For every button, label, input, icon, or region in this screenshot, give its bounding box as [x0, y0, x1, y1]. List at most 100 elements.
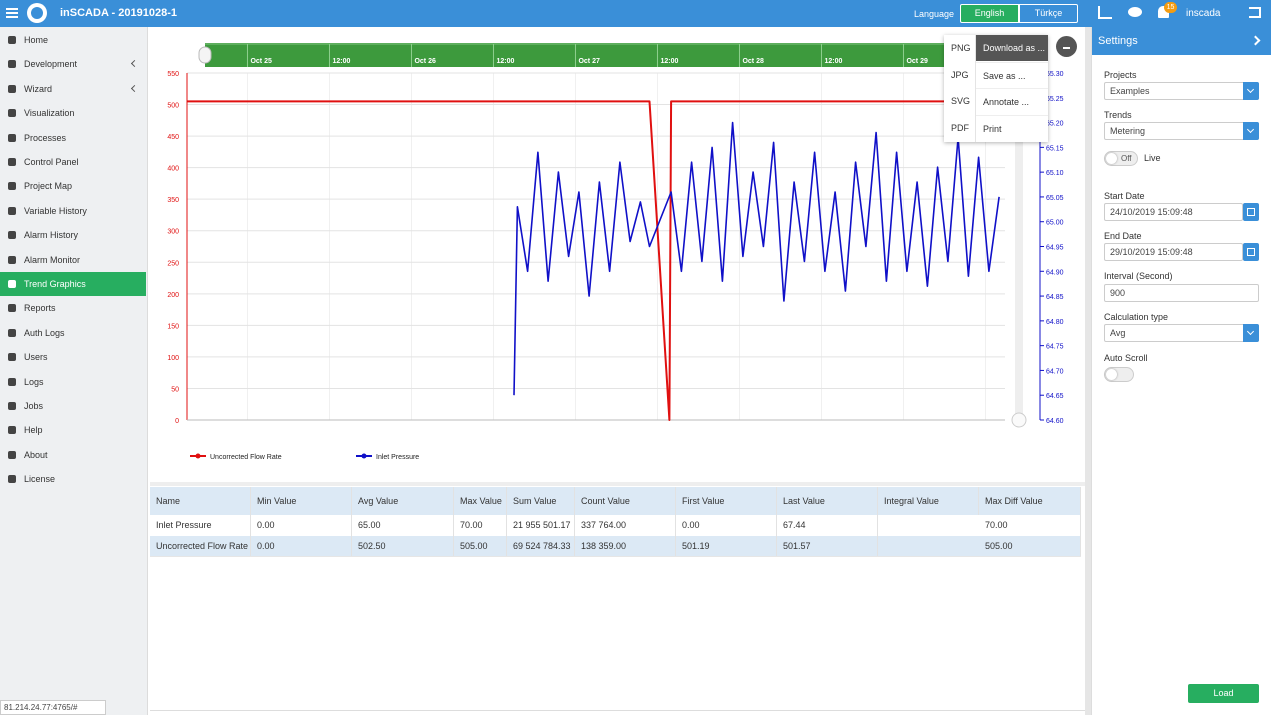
menu-icon	[8, 60, 16, 69]
date-input[interactable]: 29/10/2019 15:09:48	[1104, 243, 1243, 261]
menu-label: Help	[24, 425, 43, 436]
y2-tick-label: 65.25	[1046, 96, 1064, 103]
column-header[interactable]: First Value	[676, 487, 777, 515]
menu-label: Home	[24, 35, 49, 45]
logout-icon[interactable]	[1249, 7, 1261, 18]
series-line	[513, 121, 1000, 396]
export-action[interactable]: Annotate ...	[976, 88, 1048, 114]
menu-label: Variable History	[24, 205, 87, 216]
brand: inSCADA - 20191028-1	[60, 7, 177, 19]
column-header[interactable]: Max Diff Value	[979, 487, 1081, 515]
y2-tick-label: 64.65	[1046, 393, 1064, 400]
menu-item[interactable]: Project Map	[0, 174, 146, 198]
legend-marker	[361, 453, 367, 459]
calendar-button[interactable]	[1243, 203, 1259, 221]
menu-item[interactable]: Home	[0, 28, 146, 52]
y-tick-label: 450	[167, 134, 179, 141]
menu-item[interactable]: Trend Graphics	[0, 272, 146, 296]
settings-header: Settings	[1092, 27, 1271, 55]
language-label: Language	[914, 9, 955, 19]
menu-item[interactable]: Users	[0, 345, 146, 369]
column-header[interactable]: Count Value	[575, 487, 676, 515]
menu-item[interactable]: Alarm Monitor	[0, 248, 146, 272]
menu-label: Processes	[24, 132, 67, 143]
column-header[interactable]: Last Value	[777, 487, 878, 515]
column-header[interactable]: Integral Value	[878, 487, 979, 515]
navigator[interactable]	[205, 43, 1040, 67]
y2-tick-label: 65.00	[1046, 220, 1064, 227]
table-cell: Uncorrected Flow Rate	[150, 536, 251, 556]
menu-item[interactable]: Logs	[0, 370, 146, 394]
download-button[interactable]	[1056, 36, 1077, 57]
column-header[interactable]: Max Value	[454, 487, 507, 515]
menu-item[interactable]: Auth Logs	[0, 321, 146, 345]
menu-item[interactable]: Alarm History	[0, 223, 146, 247]
scroll-handle[interactable]	[1011, 412, 1027, 428]
language-button[interactable]: English	[960, 4, 1019, 23]
menu-toggle[interactable]	[6, 8, 18, 10]
navigator-tick-label: Oct 25	[250, 58, 272, 65]
select-value: Avg	[1110, 328, 1126, 338]
column-header[interactable]: Name	[150, 487, 251, 515]
collapse-icon[interactable]	[1250, 35, 1261, 46]
toggle[interactable]	[1104, 367, 1134, 382]
export-action[interactable]: Download as ...	[976, 35, 1048, 61]
calendar-button[interactable]	[1243, 243, 1259, 261]
y2-tick-label: 64.85	[1046, 294, 1064, 301]
menu-label: Development	[24, 59, 78, 70]
menu-item[interactable]: License	[0, 467, 146, 491]
menu-item[interactable]: Help	[0, 418, 146, 442]
toggle[interactable]: Off	[1104, 151, 1138, 166]
select-value: Examples	[1110, 86, 1150, 96]
menu-item[interactable]: Development	[0, 52, 146, 76]
chart-icon[interactable]	[1098, 6, 1112, 19]
legend-label[interactable]: Uncorrected Flow Rate	[210, 454, 282, 461]
export-action[interactable]: Print	[976, 115, 1048, 141]
menu-item[interactable]: Reports	[0, 296, 146, 320]
table-cell: 138 359.00	[575, 536, 676, 556]
menu-label: Project Map	[24, 181, 73, 192]
field-label: Auto Scroll	[1104, 353, 1148, 363]
bell-icon[interactable]	[1158, 6, 1169, 18]
y-tick-label: 500	[167, 103, 179, 110]
user-name[interactable]: inscada	[1186, 8, 1221, 19]
chat-icon[interactable]	[1128, 7, 1142, 17]
select[interactable]: Metering	[1104, 122, 1259, 140]
export-action[interactable]: Save as ...	[976, 61, 1048, 88]
menu-item[interactable]: Visualization	[0, 101, 146, 125]
select[interactable]: Examples	[1104, 82, 1259, 100]
menu-item[interactable]: Wizard	[0, 77, 146, 101]
y-tick-label: 0	[175, 418, 179, 425]
navigator-handle[interactable]	[198, 46, 212, 64]
column-header[interactable]: Avg Value	[352, 487, 454, 515]
language-button[interactable]: Türkçe	[1019, 4, 1078, 23]
menu-item[interactable]: Control Panel	[0, 150, 146, 174]
menu-label: Users	[24, 352, 48, 363]
column-header[interactable]: Min Value	[251, 487, 352, 515]
legend-marker	[195, 453, 201, 459]
menu-icon	[8, 206, 16, 215]
legend-label[interactable]: Inlet Pressure	[376, 454, 419, 461]
menu-label: Trend Graphics	[24, 279, 86, 289]
text-input[interactable]: 900	[1104, 284, 1259, 302]
export-format[interactable]: PDF	[951, 123, 969, 134]
toggle-label: Live	[1144, 153, 1161, 163]
date-input[interactable]: 24/10/2019 15:09:48	[1104, 203, 1243, 221]
export-format[interactable]: PNG	[951, 43, 971, 53]
menu-item[interactable]: Processes	[0, 126, 146, 150]
export-format[interactable]: JPG	[951, 69, 969, 80]
scrollbar[interactable]	[1015, 60, 1023, 420]
export-format[interactable]: SVG	[951, 96, 971, 107]
menu-item[interactable]: Jobs	[0, 394, 146, 418]
menu-label: Reports	[24, 303, 56, 314]
select[interactable]: Avg	[1104, 324, 1259, 342]
toggle-state: Off	[1121, 154, 1132, 163]
y-tick-label: 350	[167, 197, 179, 204]
navigator-tick-label: 12:00	[332, 58, 350, 65]
menu-item[interactable]: About	[0, 443, 146, 467]
column-header[interactable]: Sum Value	[507, 487, 575, 515]
load-button[interactable]: Load	[1188, 684, 1259, 703]
menu-item[interactable]: Variable History	[0, 199, 146, 223]
settings-panel: Settings Projects Examples Trends Meteri…	[1091, 27, 1271, 715]
menu-divider	[975, 35, 976, 142]
